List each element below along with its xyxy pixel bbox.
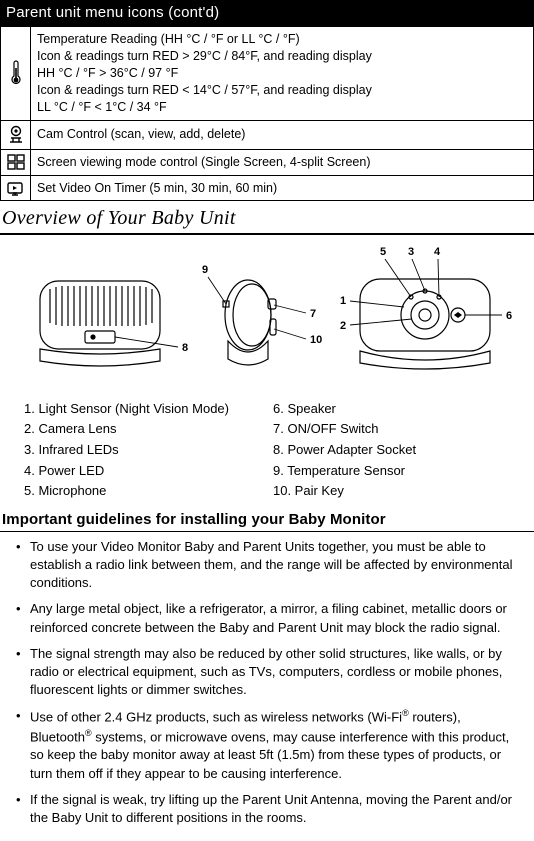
video-timer-icon	[1, 175, 31, 201]
camera-icon	[1, 120, 31, 149]
parts-list: 1. Light Sensor (Night Vision Mode) 2. C…	[0, 396, 534, 509]
callout-5: 5	[380, 246, 386, 258]
callout-8: 8	[182, 342, 188, 354]
callout-4: 4	[434, 246, 441, 258]
part-item: 1. Light Sensor (Night Vision Mode)	[24, 400, 273, 418]
row-text: Cam Control (scan, view, add, delete)	[31, 120, 534, 149]
row-text: Temperature Reading (HH °C / °F or LL °C…	[31, 27, 534, 120]
guidelines-list: To use your Video Monitor Baby and Paren…	[0, 532, 534, 841]
callout-6: 6	[506, 310, 512, 322]
parts-col-right: 6. Speaker 7. ON/OFF Switch 8. Power Ada…	[273, 400, 522, 503]
table-row: Temperature Reading (HH °C / °F or LL °C…	[1, 27, 534, 120]
line: Temperature Reading (HH °C / °F or LL °C…	[37, 31, 527, 48]
guidelines-title: Important guidelines for installing your…	[0, 509, 534, 532]
page-header: Parent unit menu icons (cont'd)	[0, 0, 534, 26]
guideline-item: Use of other 2.4 GHz products, such as w…	[10, 707, 524, 782]
callout-7: 7	[310, 308, 316, 320]
guideline-item: Any large metal object, like a refrigera…	[10, 600, 524, 636]
part-item: 3. Infrared LEDs	[24, 441, 273, 459]
part-item: 7. ON/OFF Switch	[273, 420, 522, 438]
table-row: Set Video On Timer (5 min, 30 min, 60 mi…	[1, 175, 534, 201]
part-item: 5. Microphone	[24, 482, 273, 500]
guideline-item: If the signal is weak, try lifting up th…	[10, 791, 524, 827]
callout-3: 3	[408, 246, 414, 258]
callout-2: 2	[340, 320, 346, 332]
line: HH °C / °F > 36°C / 97 °F	[37, 65, 527, 82]
split-screen-icon	[1, 149, 31, 175]
part-item: 9. Temperature Sensor	[273, 462, 522, 480]
part-item: 8. Power Adapter Socket	[273, 441, 522, 459]
part-item: 2. Camera Lens	[24, 420, 273, 438]
baby-unit-diagram: 8 9 7 10 5	[0, 235, 534, 396]
table-row: Screen viewing mode control (Single Scre…	[1, 149, 534, 175]
callout-9: 9	[202, 264, 208, 276]
callout-1: 1	[340, 295, 346, 307]
line: Icon & readings turn RED > 29°C / 84°F, …	[37, 48, 527, 65]
parts-col-left: 1. Light Sensor (Night Vision Mode) 2. C…	[24, 400, 273, 503]
part-item: 6. Speaker	[273, 400, 522, 418]
line: Icon & readings turn RED < 14°C / 57°F, …	[37, 82, 527, 99]
part-item: 10. Pair Key	[273, 482, 522, 500]
section-title: Overview of Your Baby Unit	[0, 203, 534, 235]
part-item: 4. Power LED	[24, 462, 273, 480]
callout-10: 10	[310, 334, 322, 346]
guideline-item: The signal strength may also be reduced …	[10, 645, 524, 700]
guideline-item: To use your Video Monitor Baby and Paren…	[10, 538, 524, 593]
icon-table: Temperature Reading (HH °C / °F or LL °C…	[0, 26, 534, 201]
thermometer-icon	[1, 27, 31, 120]
row-text: Screen viewing mode control (Single Scre…	[31, 149, 534, 175]
row-text: Set Video On Timer (5 min, 30 min, 60 mi…	[31, 175, 534, 201]
table-row: Cam Control (scan, view, add, delete)	[1, 120, 534, 149]
line: LL °C / °F < 1°C / 34 °F	[37, 99, 527, 116]
